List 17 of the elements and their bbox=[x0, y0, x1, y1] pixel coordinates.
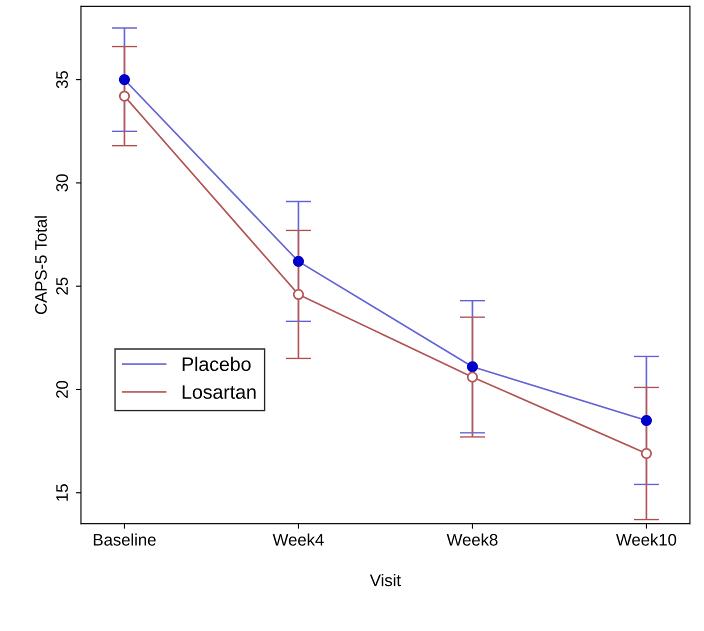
y-tick-label: 15 bbox=[56, 484, 68, 501]
y-axis-title: CAPS-5 Total bbox=[34, 216, 47, 314]
x-tick-label: Baseline bbox=[94, 533, 156, 546]
point bbox=[640, 448, 652, 459]
legend-label: Placebo bbox=[182, 356, 251, 372]
legend-label: Losartan bbox=[182, 385, 256, 399]
point bbox=[118, 90, 130, 102]
x-tick-label: Week4 bbox=[272, 533, 324, 546]
x-tick-label: Week8 bbox=[446, 533, 498, 546]
x-axis-title: Visit bbox=[370, 574, 401, 586]
x-tick-label: Week10 bbox=[616, 533, 676, 546]
y-tick-label: 35 bbox=[56, 71, 68, 88]
point bbox=[292, 288, 304, 300]
point bbox=[466, 372, 478, 383]
y-tick-label: 25 bbox=[56, 278, 68, 295]
y-tick-label: 30 bbox=[56, 174, 68, 192]
y-tick-label: 20 bbox=[56, 380, 68, 398]
